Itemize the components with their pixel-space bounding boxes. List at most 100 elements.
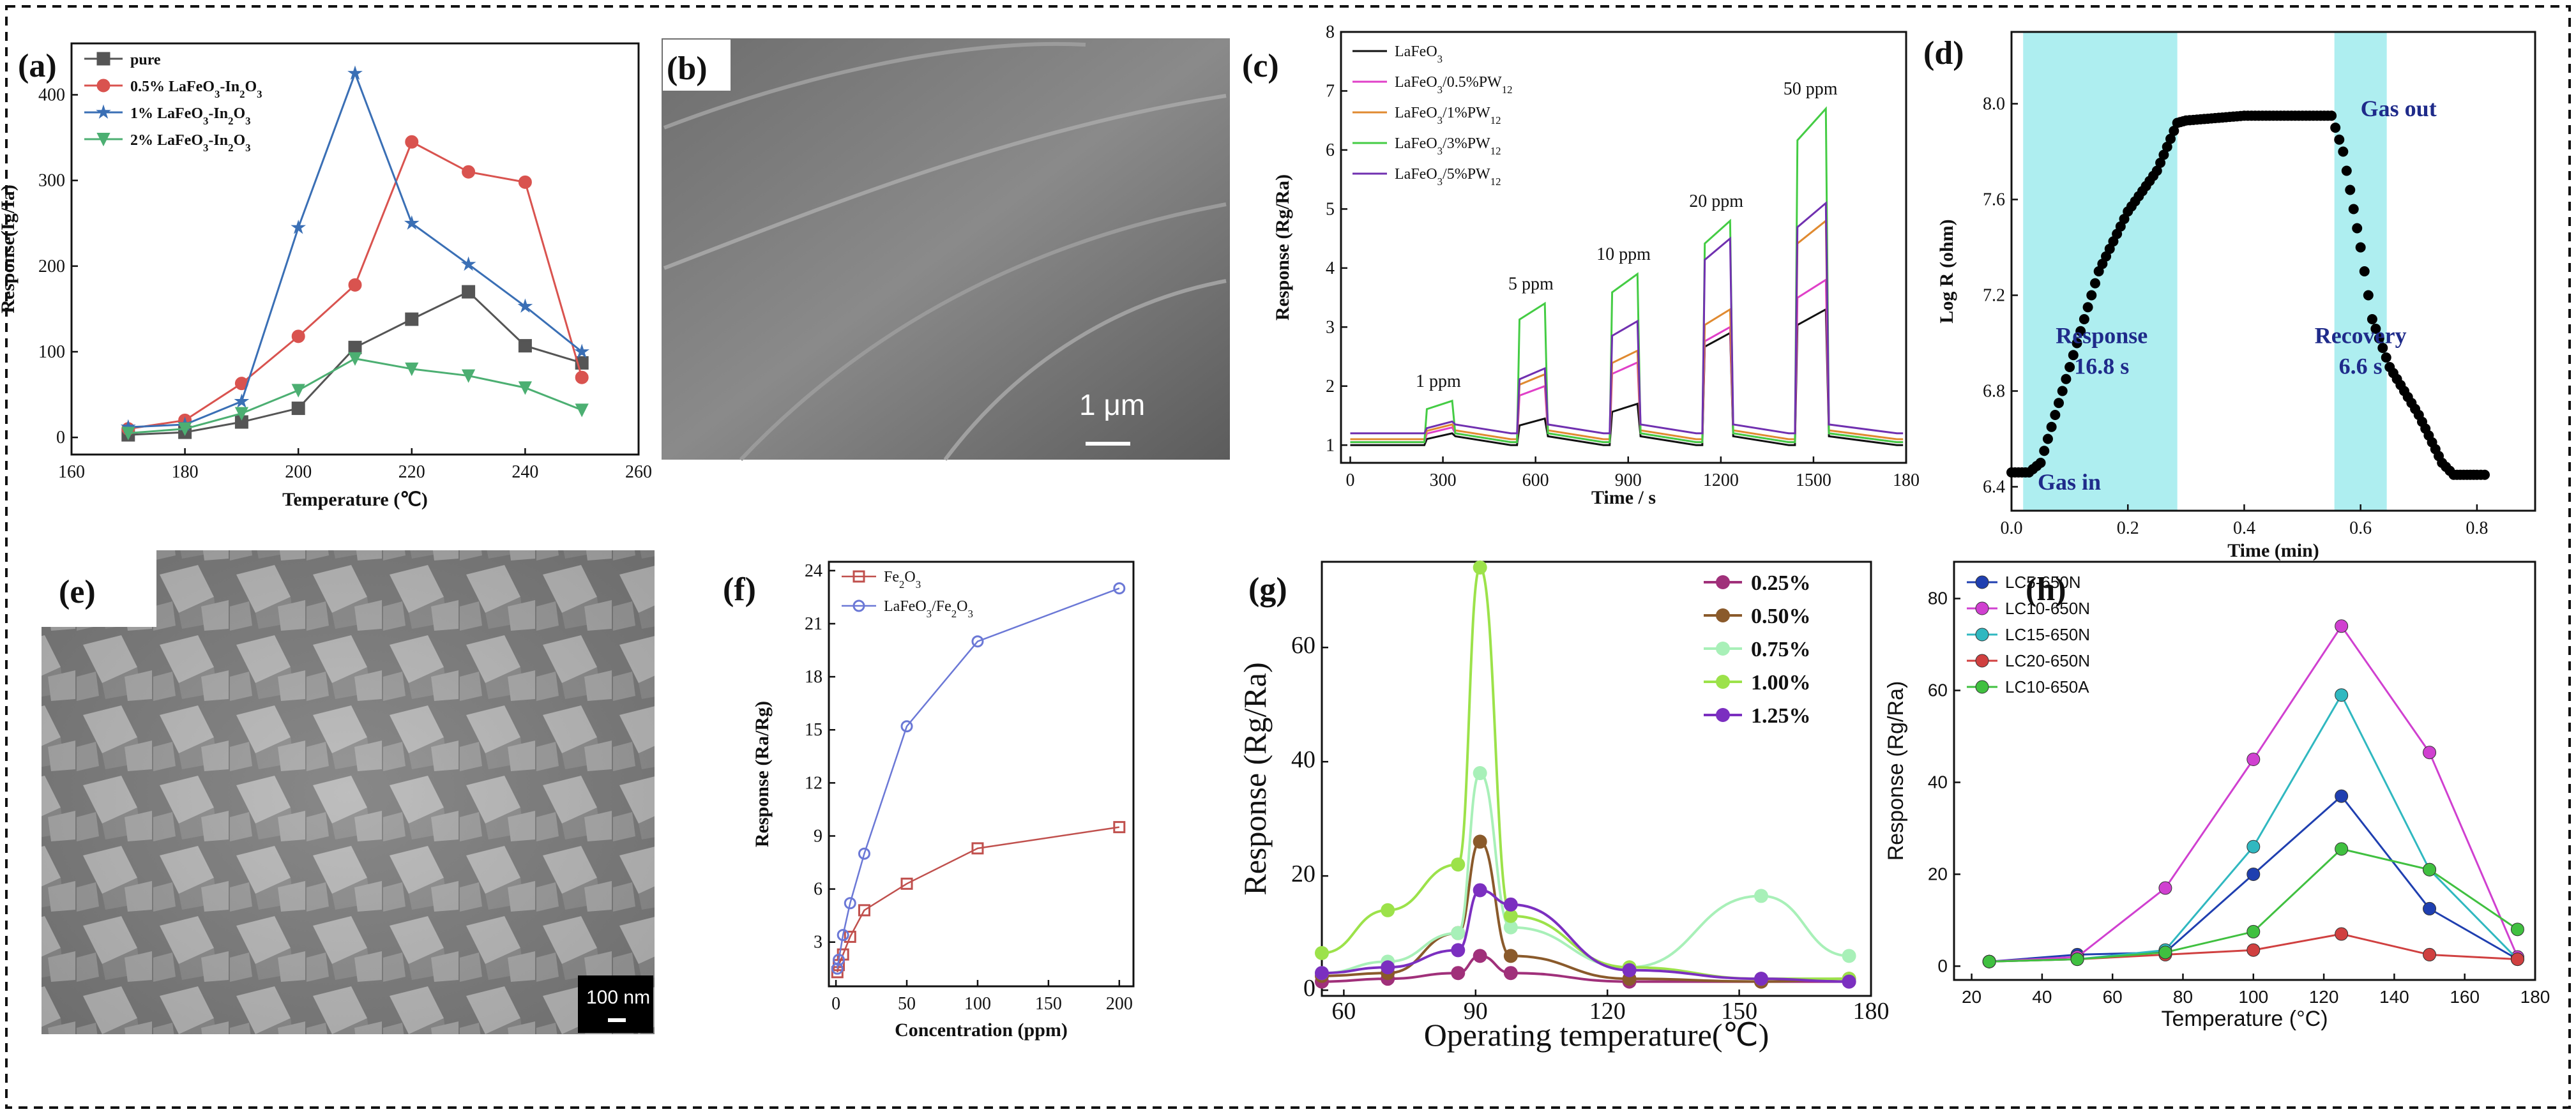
- legend-marker: [1975, 575, 1989, 589]
- data-point: [460, 256, 476, 271]
- data-point: [1473, 834, 1487, 849]
- panel-f-chart: 0 50 100 150 200 3 6 9 12 15 18 21 24 Concentration (…: [723, 561, 1135, 1041]
- data-point: [348, 278, 362, 292]
- x-tick-label: 240: [511, 462, 538, 482]
- data-point: [2050, 410, 2061, 420]
- series-line: [1989, 693, 2519, 963]
- panel-label: (c): [1242, 48, 1279, 84]
- x-tick-label: 180: [1893, 470, 1920, 490]
- data-point: [121, 426, 135, 440]
- data-point: [2035, 458, 2046, 468]
- legend-label: pure: [130, 52, 161, 68]
- y-tick-label: 200: [38, 257, 65, 276]
- x-tick-label: 300: [1430, 470, 1457, 490]
- data-point: [1503, 966, 1518, 981]
- data-point: [1842, 974, 1856, 989]
- data-point: [1842, 949, 1856, 963]
- data-point: [1451, 857, 1466, 872]
- legend-label: LC20-650N: [2005, 651, 2090, 670]
- data-point: [2326, 110, 2337, 121]
- scale-box-e: [578, 975, 653, 1033]
- data-point: [837, 929, 849, 942]
- data-point: [405, 135, 419, 149]
- data-point: [2510, 952, 2524, 967]
- x-tick-label: 0.2: [2117, 518, 2139, 538]
- panel-c-chart: 0 300 600 900 1200 1500 180 1 2 3 4 5 6 7 8 Time / s Res…: [1242, 22, 1920, 508]
- plot-area: [1321, 561, 1872, 997]
- panel-label: (a): [18, 48, 57, 84]
- data-point: [462, 285, 476, 299]
- x-tick-label: 0.4: [2233, 518, 2255, 538]
- data-point: [2246, 839, 2261, 854]
- y-tick-label: 24: [805, 561, 822, 581]
- data-point: [462, 165, 476, 179]
- x-axis-label: Temperature (°C): [2161, 1007, 2328, 1031]
- sem-image-b: [662, 38, 1230, 460]
- x-tick-label: 150: [1035, 994, 1062, 1014]
- x-tick-label: 100: [2238, 987, 2268, 1007]
- legend-label: LaFeO3/0.5%PW12: [1395, 74, 1513, 96]
- concentration-label: 50 ppm: [1784, 79, 1838, 99]
- data-point: [405, 312, 419, 326]
- data-point: [2246, 867, 2261, 881]
- y-axis-label: Log R (ohm): [1936, 219, 1957, 323]
- y-axis-label: Response (Rg/Ra): [1272, 174, 1293, 320]
- sem-fiber: [739, 202, 1227, 462]
- legend-label: LaFeO3/Fe2O3: [884, 598, 973, 620]
- data-point: [2359, 266, 2370, 276]
- data-point: [1503, 908, 1518, 923]
- panel-label-box: [42, 550, 156, 627]
- data-point: [2374, 333, 2384, 343]
- concentration-label: 1 ppm: [1416, 372, 1461, 391]
- legend-label: LaFeO3/3%PW12: [1395, 135, 1501, 157]
- data-point: [2423, 746, 2437, 760]
- y-tick-label: 7.2: [1983, 286, 2005, 306]
- panel-label-e: (e): [59, 574, 96, 610]
- data-point: [2423, 901, 2437, 915]
- series-line: [1350, 106, 1904, 444]
- data-point: [2480, 469, 2490, 480]
- panel-label-b: (b): [667, 50, 708, 87]
- x-tick-label: 220: [398, 462, 425, 482]
- x-tick-label: 180: [172, 462, 199, 482]
- scale-bar-label-b: 1 μm: [1079, 388, 1145, 421]
- y-tick-label: 3: [1326, 317, 1335, 337]
- data-point: [2042, 433, 2053, 444]
- data-point: [2158, 945, 2172, 960]
- x-tick-label: 150: [1721, 998, 1757, 1025]
- response-label: Response: [2056, 323, 2148, 349]
- legend-label: 0.50%: [1751, 605, 1811, 628]
- data-point: [2246, 943, 2261, 957]
- data-point: [852, 599, 865, 612]
- data-point: [2367, 314, 2377, 324]
- data-point: [518, 175, 532, 189]
- x-tick-label: 0: [831, 994, 840, 1014]
- y-tick-label: 3: [814, 933, 822, 952]
- x-tick-label: 160: [2450, 987, 2480, 1007]
- y-tick-label: 40: [1291, 746, 1315, 773]
- series-line: [837, 587, 1120, 969]
- data-point: [2151, 165, 2162, 176]
- x-tick-label: 600: [1522, 470, 1549, 490]
- data-point: [574, 343, 590, 359]
- legend-marker: [1716, 575, 1730, 589]
- legend-label: LaFeO3: [1395, 43, 1443, 65]
- y-tick-label: 300: [38, 171, 65, 191]
- data-point: [96, 133, 110, 147]
- legend-label: 0.5% LaFeO3-In2O3: [130, 79, 262, 100]
- recovery-label: Recovery: [2315, 323, 2407, 349]
- data-point: [900, 877, 913, 890]
- data-point: [1982, 954, 1996, 968]
- data-point: [858, 847, 870, 860]
- data-point: [844, 930, 856, 943]
- data-point: [2155, 158, 2166, 168]
- data-point: [1381, 960, 1395, 975]
- y-tick-label: 400: [38, 86, 65, 105]
- data-point: [2068, 350, 2079, 361]
- y-tick-label: 2: [1326, 377, 1335, 396]
- x-tick-label: 200: [1106, 994, 1133, 1014]
- legend-label: LC5-650N: [2005, 573, 2081, 592]
- data-point: [1315, 966, 1329, 981]
- data-point: [404, 215, 420, 230]
- y-tick-label: 8: [1326, 22, 1335, 42]
